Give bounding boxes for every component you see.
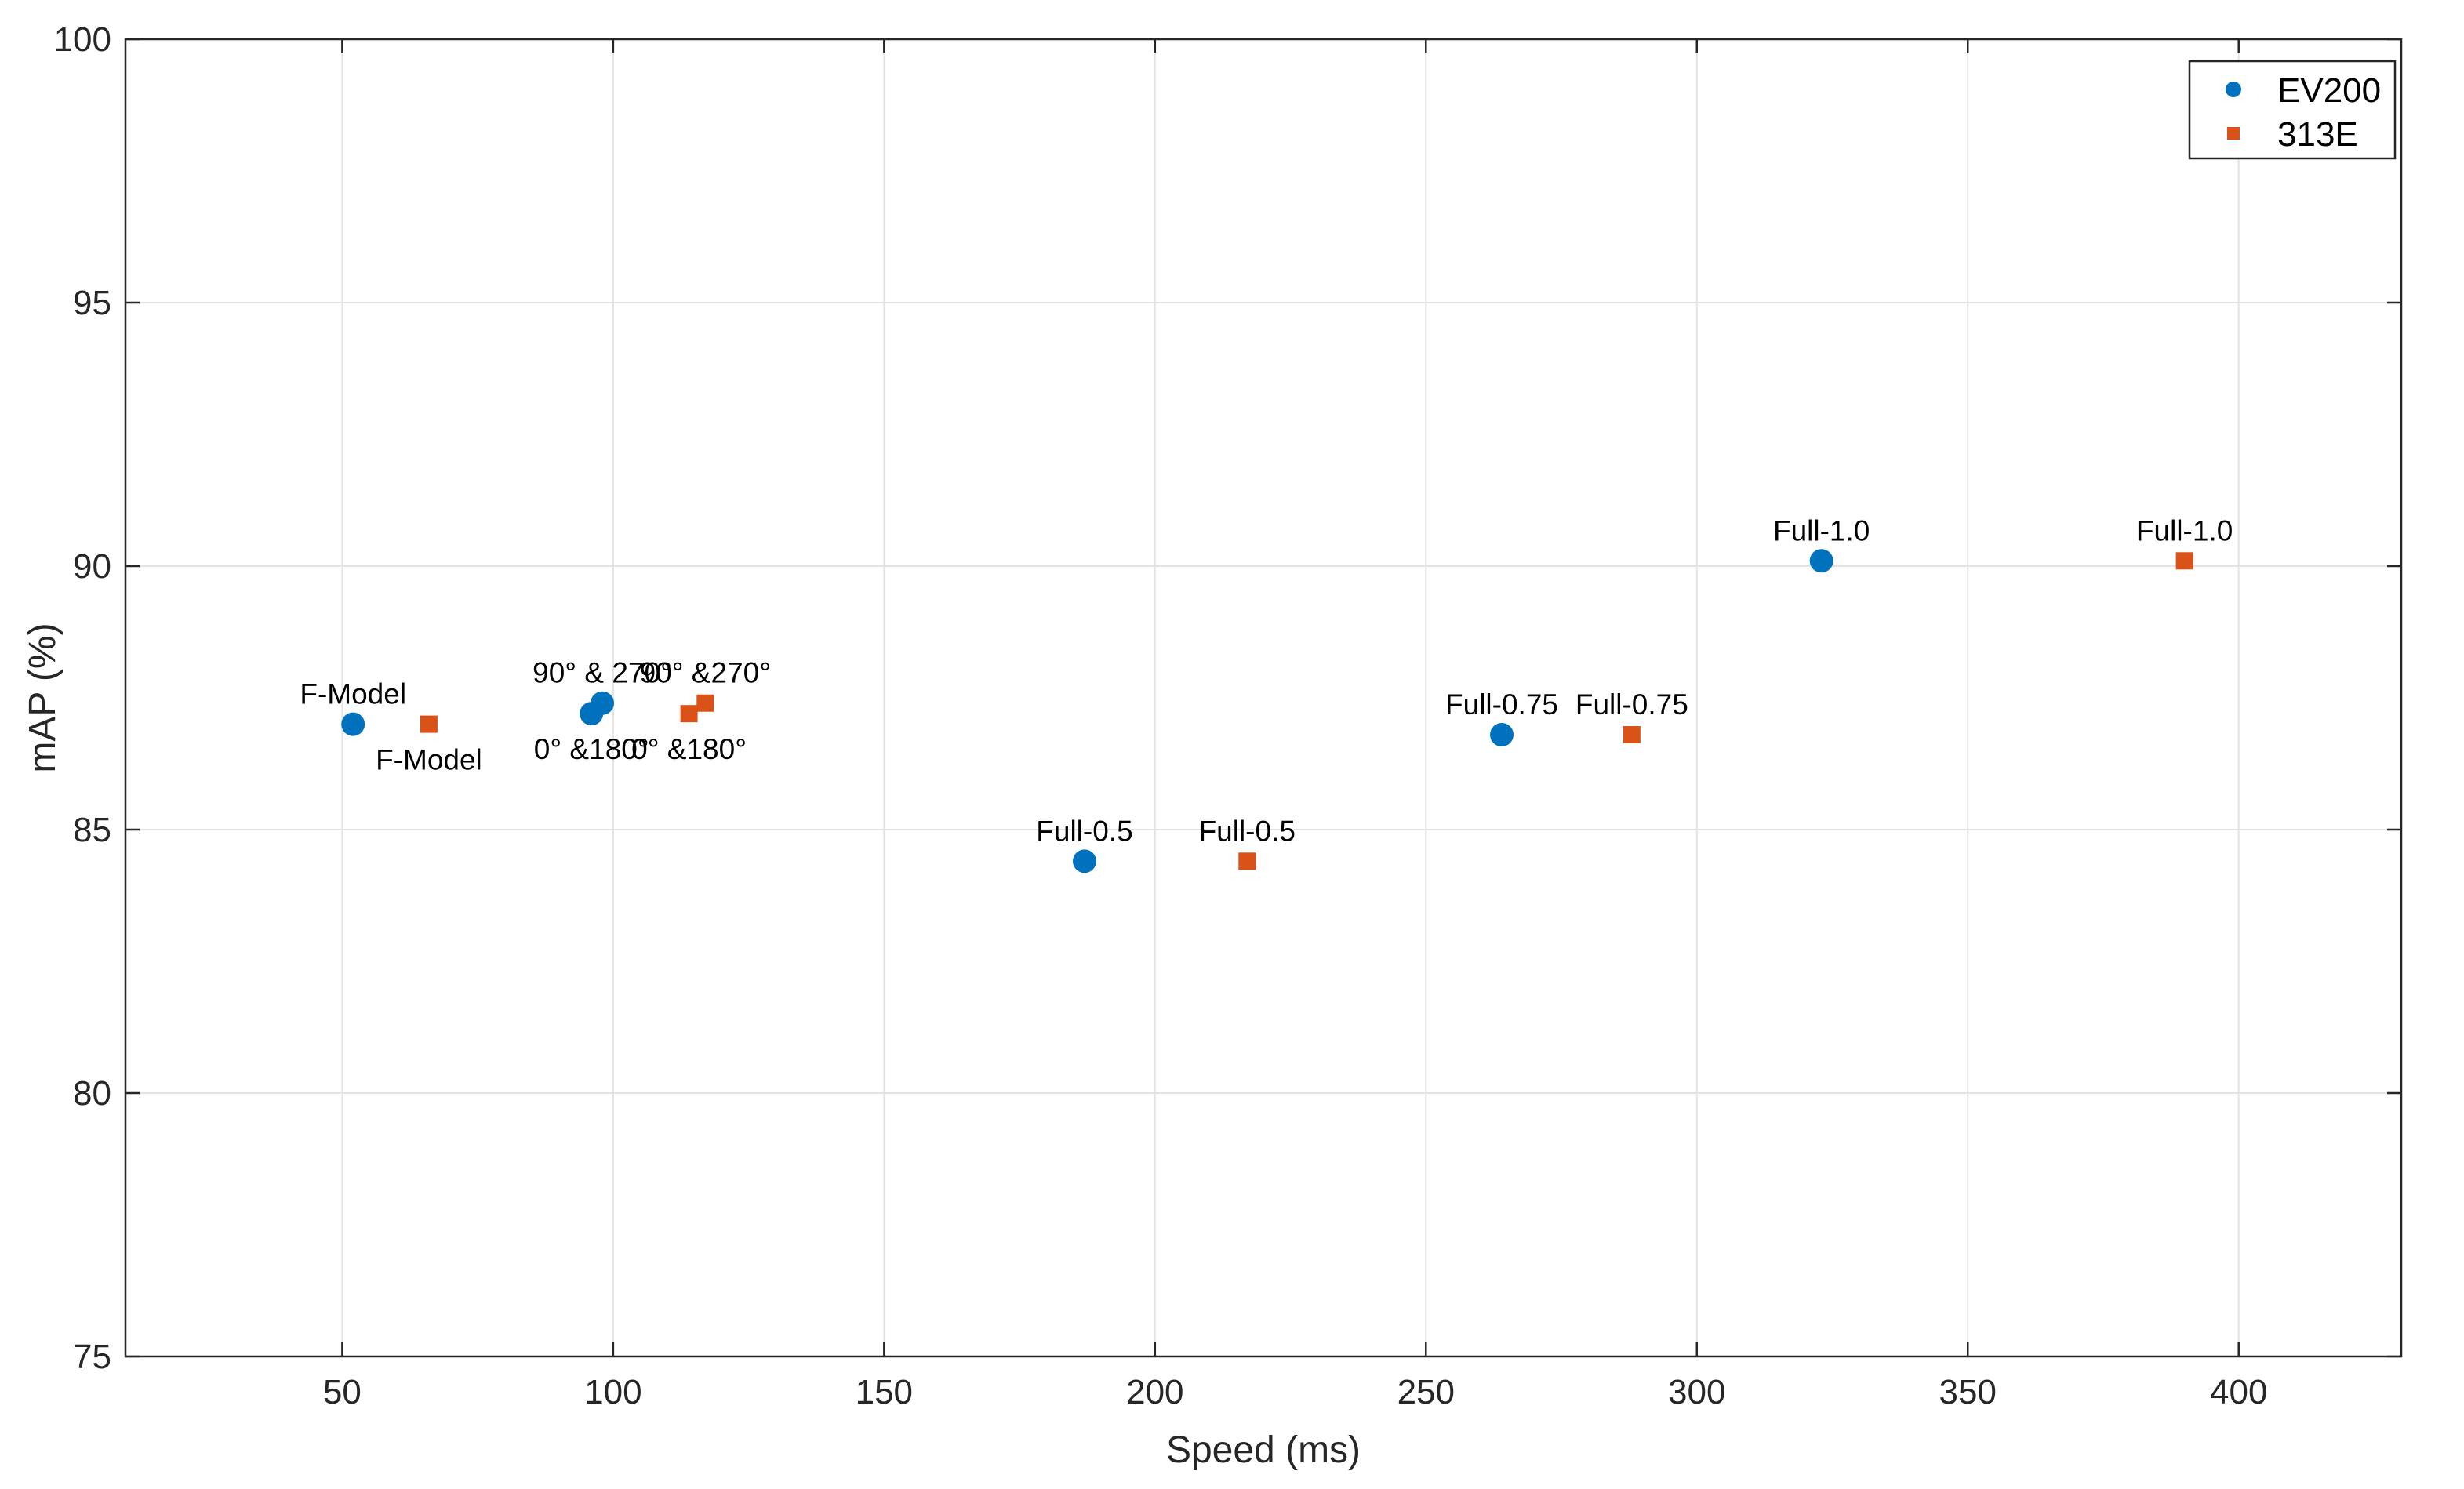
point-313e xyxy=(2175,552,2193,570)
point-label-313e: F-Model xyxy=(376,744,482,776)
axis-tick-labels: 50 100 150 200 250 300 350 400 75 80 85 90 95 100 xyxy=(54,20,2268,1411)
y-tick-label: 95 xyxy=(73,284,111,322)
y-axis-title: mAP (%) xyxy=(22,623,64,772)
legend-box xyxy=(2188,60,2397,160)
x-axis-title: Speed (ms) xyxy=(1166,1429,1361,1471)
point-313e xyxy=(696,694,714,712)
point-ev200 xyxy=(591,691,615,715)
x-tick-label: 400 xyxy=(2210,1373,2267,1411)
point-313e xyxy=(1623,726,1641,744)
legend-label-ev200: EV200 xyxy=(2277,71,2381,110)
point-label-313e: 90° &270° xyxy=(640,657,771,689)
legend-marker-ev200 xyxy=(2226,82,2241,97)
x-tick-label: 100 xyxy=(584,1373,641,1411)
legend: EV200 313E xyxy=(2188,60,2397,160)
plot-area-frame xyxy=(124,38,2403,1358)
point-313e xyxy=(680,705,698,723)
point-label-ev200: Full-1.0 xyxy=(1773,514,1870,547)
point-313e xyxy=(420,715,438,733)
point-label-ev200: Full-0.5 xyxy=(1036,815,1132,847)
point-label-313e: Full-0.5 xyxy=(1199,815,1296,847)
point-label-ev200: F-Model xyxy=(300,678,406,710)
x-tick-label: 150 xyxy=(856,1373,913,1411)
x-tick-label: 350 xyxy=(1939,1373,1997,1411)
x-tick-label: 50 xyxy=(323,1373,362,1411)
point-ev200 xyxy=(341,712,365,736)
point-label-313e: Full-1.0 xyxy=(2136,514,2233,547)
data-point-labels: F-Model 0° &180° 90° & 270° Full-0.5 Full-0.… xyxy=(300,514,2233,847)
y-tick-label: 75 xyxy=(73,1338,111,1376)
point-label-ev200: Full-0.75 xyxy=(1445,688,1558,721)
point-label-313e: Full-0.75 xyxy=(1575,688,1688,721)
y-tick-label: 85 xyxy=(73,811,111,849)
point-313e xyxy=(1238,852,1256,870)
y-tick-label: 90 xyxy=(73,547,111,586)
y-tick-label: 80 xyxy=(73,1074,111,1113)
legend-marker-313e xyxy=(2227,127,2240,140)
point-ev200 xyxy=(1490,723,1514,747)
x-tick-label: 250 xyxy=(1397,1373,1455,1411)
point-label-ev200: 0° &180° xyxy=(534,733,649,765)
legend-label-313e: 313E xyxy=(2277,115,2358,154)
x-tick-label: 200 xyxy=(1126,1373,1183,1411)
y-tick-label: 100 xyxy=(54,20,111,59)
point-label-ev200: 90° & 270° xyxy=(532,657,672,689)
point-label-313e: 0° &180° xyxy=(631,733,747,765)
x-tick-label: 300 xyxy=(1668,1373,1725,1411)
axis-ticks xyxy=(125,38,2401,1358)
point-ev200 xyxy=(1072,849,1096,873)
point-ev200 xyxy=(1809,549,1833,573)
data-points xyxy=(341,549,2193,873)
